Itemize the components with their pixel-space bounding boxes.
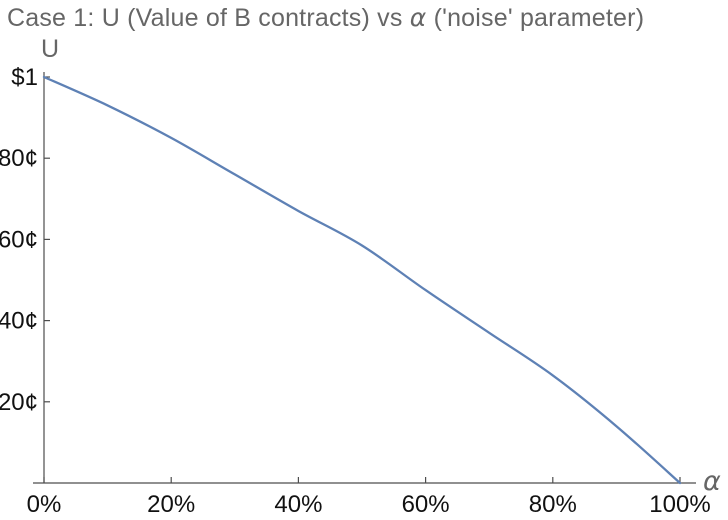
plot-title-suffix: ('noise' parameter): [426, 4, 645, 32]
x-tick-label: 0%: [27, 491, 62, 518]
axes: [33, 72, 696, 484]
x-axis-tick-labels: 0% 20% 40% 60% 80% 100%: [27, 491, 711, 518]
x-axis-title: α: [703, 466, 721, 497]
y-axis-tick-labels: $1 80¢ 60¢ 40¢ 20¢: [0, 64, 38, 416]
plot-title: Case 1: U (Value of B contracts) vs α ('…: [7, 3, 644, 33]
x-tick-label: 100%: [649, 491, 710, 518]
y-tick-label: 20¢: [0, 389, 38, 416]
y-tick-label: 40¢: [0, 308, 38, 335]
y-tick-label: 60¢: [0, 226, 38, 253]
u-value-curve: [42, 75, 682, 485]
x-tick-label: 20%: [147, 491, 195, 518]
y-axis-ticks: [44, 76, 50, 403]
plot-title-alpha: α: [409, 3, 427, 32]
y-tick-label: 80¢: [0, 145, 38, 172]
y-tick-label: $1: [11, 64, 38, 91]
x-axis-ticks: [43, 477, 681, 483]
x-tick-label: 60%: [402, 491, 450, 518]
x-tick-label: 40%: [274, 491, 322, 518]
y-axis-title: U: [41, 35, 59, 63]
x-tick-label: 80%: [529, 491, 577, 518]
plot-title-prefix: Case 1: U (Value of B contracts) vs: [7, 4, 410, 32]
